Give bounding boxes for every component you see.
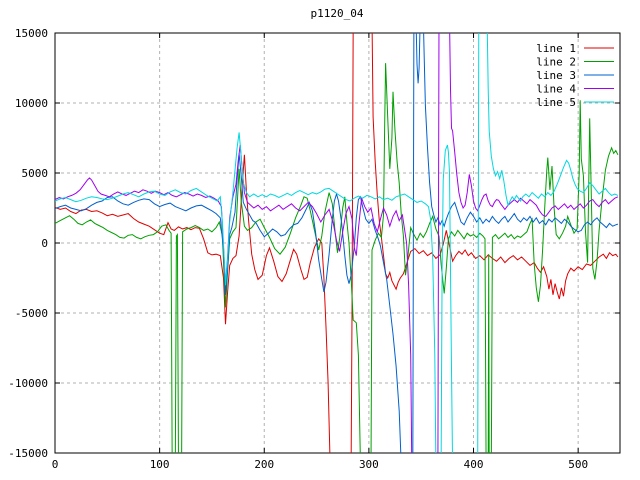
x-tick-label: 200 bbox=[254, 458, 274, 471]
y-tick-label: -10000 bbox=[8, 377, 48, 390]
x-tick-label: 100 bbox=[150, 458, 170, 471]
legend-label-1: line 1 bbox=[536, 42, 576, 55]
series-line-4 bbox=[55, 33, 619, 453]
legend-label-4: line 4 bbox=[536, 83, 576, 96]
y-tick-label: 5000 bbox=[22, 167, 49, 180]
series-line-5 bbox=[55, 33, 619, 453]
y-tick-label: 10000 bbox=[15, 97, 48, 110]
x-tick-label: 300 bbox=[359, 458, 379, 471]
x-tick-label: 500 bbox=[568, 458, 588, 471]
y-tick-label: 15000 bbox=[15, 27, 48, 40]
legend-label-3: line 3 bbox=[536, 69, 576, 82]
legend-label-5: line 5 bbox=[536, 96, 576, 109]
y-tick-label: 0 bbox=[41, 237, 48, 250]
chart-title: p1120_04 bbox=[311, 7, 364, 20]
series-line-3 bbox=[55, 33, 619, 453]
x-tick-label: 400 bbox=[464, 458, 484, 471]
series-group bbox=[55, 33, 619, 453]
y-tick-label: -15000 bbox=[8, 447, 48, 460]
legend-label-2: line 2 bbox=[536, 56, 576, 69]
series-line-2 bbox=[55, 63, 619, 453]
x-tick-label: 0 bbox=[52, 458, 59, 471]
y-tick-label: -5000 bbox=[15, 307, 48, 320]
series-line-1 bbox=[55, 33, 619, 453]
